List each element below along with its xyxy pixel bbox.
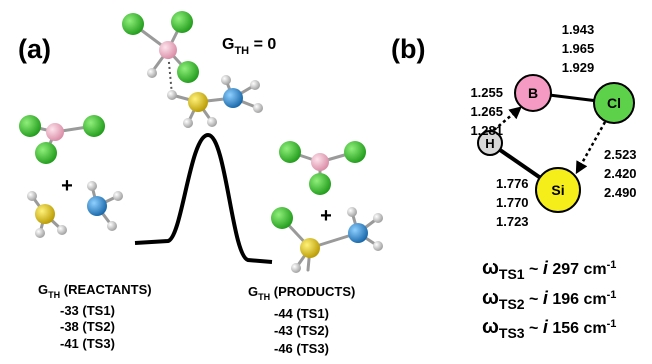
ts-energy: GTH = 0 xyxy=(222,36,276,58)
heading-label: (REACTANTS) xyxy=(64,282,152,297)
energy-value: = 0 xyxy=(254,36,277,53)
energy-symbol: G xyxy=(222,36,234,53)
reactant-energy: -38 (TS2) xyxy=(60,319,115,334)
distance: 1.255 xyxy=(470,85,503,100)
unit: cm xyxy=(583,261,606,278)
value: 196 xyxy=(552,291,579,308)
exponent: -1 xyxy=(607,289,617,301)
tilde: ~ xyxy=(529,320,538,337)
imaginary: i xyxy=(543,258,549,278)
distance: 1.776 xyxy=(496,176,529,191)
distance: 1.943 xyxy=(562,22,595,37)
distance: 1.770 xyxy=(496,195,529,210)
ts-molecule xyxy=(122,11,263,128)
tilde: ~ xyxy=(529,261,538,278)
unit: cm xyxy=(583,320,606,337)
distance: 2.523 xyxy=(604,147,637,162)
frequency: ωTS3 ~ i 156 cm-1 xyxy=(482,316,616,342)
frequencies: ωTS1 ~ i 297 cm-1 ωTS2 ~ i 196 cm-1 ωTS3… xyxy=(482,257,616,342)
state: TS2 xyxy=(499,296,525,312)
panel-label: (b) xyxy=(391,34,425,64)
imaginary: i xyxy=(543,288,549,308)
energy-symbol: G xyxy=(38,282,48,297)
value: 297 xyxy=(552,261,579,278)
energy-subscript: TH xyxy=(234,45,249,57)
omega: ω xyxy=(482,287,499,309)
distance: 1.965 xyxy=(562,41,595,56)
product-energy: -43 (TS2) xyxy=(274,323,329,338)
distance: 1.723 xyxy=(496,214,529,229)
energy-profile xyxy=(135,135,272,262)
distance: 2.490 xyxy=(604,185,637,200)
atom-label: Cl xyxy=(607,95,621,111)
frequency: ωTS2 ~ i 196 cm-1 xyxy=(482,287,616,313)
distance: 1.929 xyxy=(562,60,595,75)
exponent: -1 xyxy=(607,318,617,330)
energy-subscript: TH xyxy=(258,292,270,302)
plus-sign: + xyxy=(320,205,332,227)
product-energy: -44 (TS1) xyxy=(274,306,329,321)
omega: ω xyxy=(482,316,499,338)
distance: 2.420 xyxy=(604,166,637,181)
reactants-heading: GTH (REACTANTS) xyxy=(38,282,152,301)
atom-label: Si xyxy=(551,182,564,198)
energy-symbol: G xyxy=(248,284,258,299)
plus-sign: + xyxy=(61,175,73,197)
energy-subscript: TH xyxy=(48,290,60,300)
distance: 1.281 xyxy=(470,123,503,138)
product-energy: -46 (TS3) xyxy=(274,341,329,356)
exponent: -1 xyxy=(607,259,617,271)
tilde: ~ xyxy=(529,291,538,308)
value: 156 xyxy=(552,320,579,337)
atom-label: H xyxy=(485,136,494,151)
reactant-energy: -33 (TS1) xyxy=(60,303,115,318)
frequency: ωTS1 ~ i 297 cm-1 xyxy=(482,257,616,283)
state: TS1 xyxy=(499,266,525,282)
distance: 1.265 xyxy=(470,104,503,119)
heading-label: (PRODUCTS) xyxy=(274,284,356,299)
unit: cm xyxy=(583,291,606,308)
state: TS3 xyxy=(499,325,525,341)
imaginary: i xyxy=(543,317,549,337)
figure: (a) GTH = 0 + xyxy=(0,0,652,364)
omega: ω xyxy=(482,257,499,279)
atom-label: B xyxy=(528,85,538,101)
reactant-energy: -41 (TS3) xyxy=(60,336,115,351)
products-heading: GTH (PRODUCTS) xyxy=(248,284,355,303)
panel-label: (a) xyxy=(18,34,51,64)
